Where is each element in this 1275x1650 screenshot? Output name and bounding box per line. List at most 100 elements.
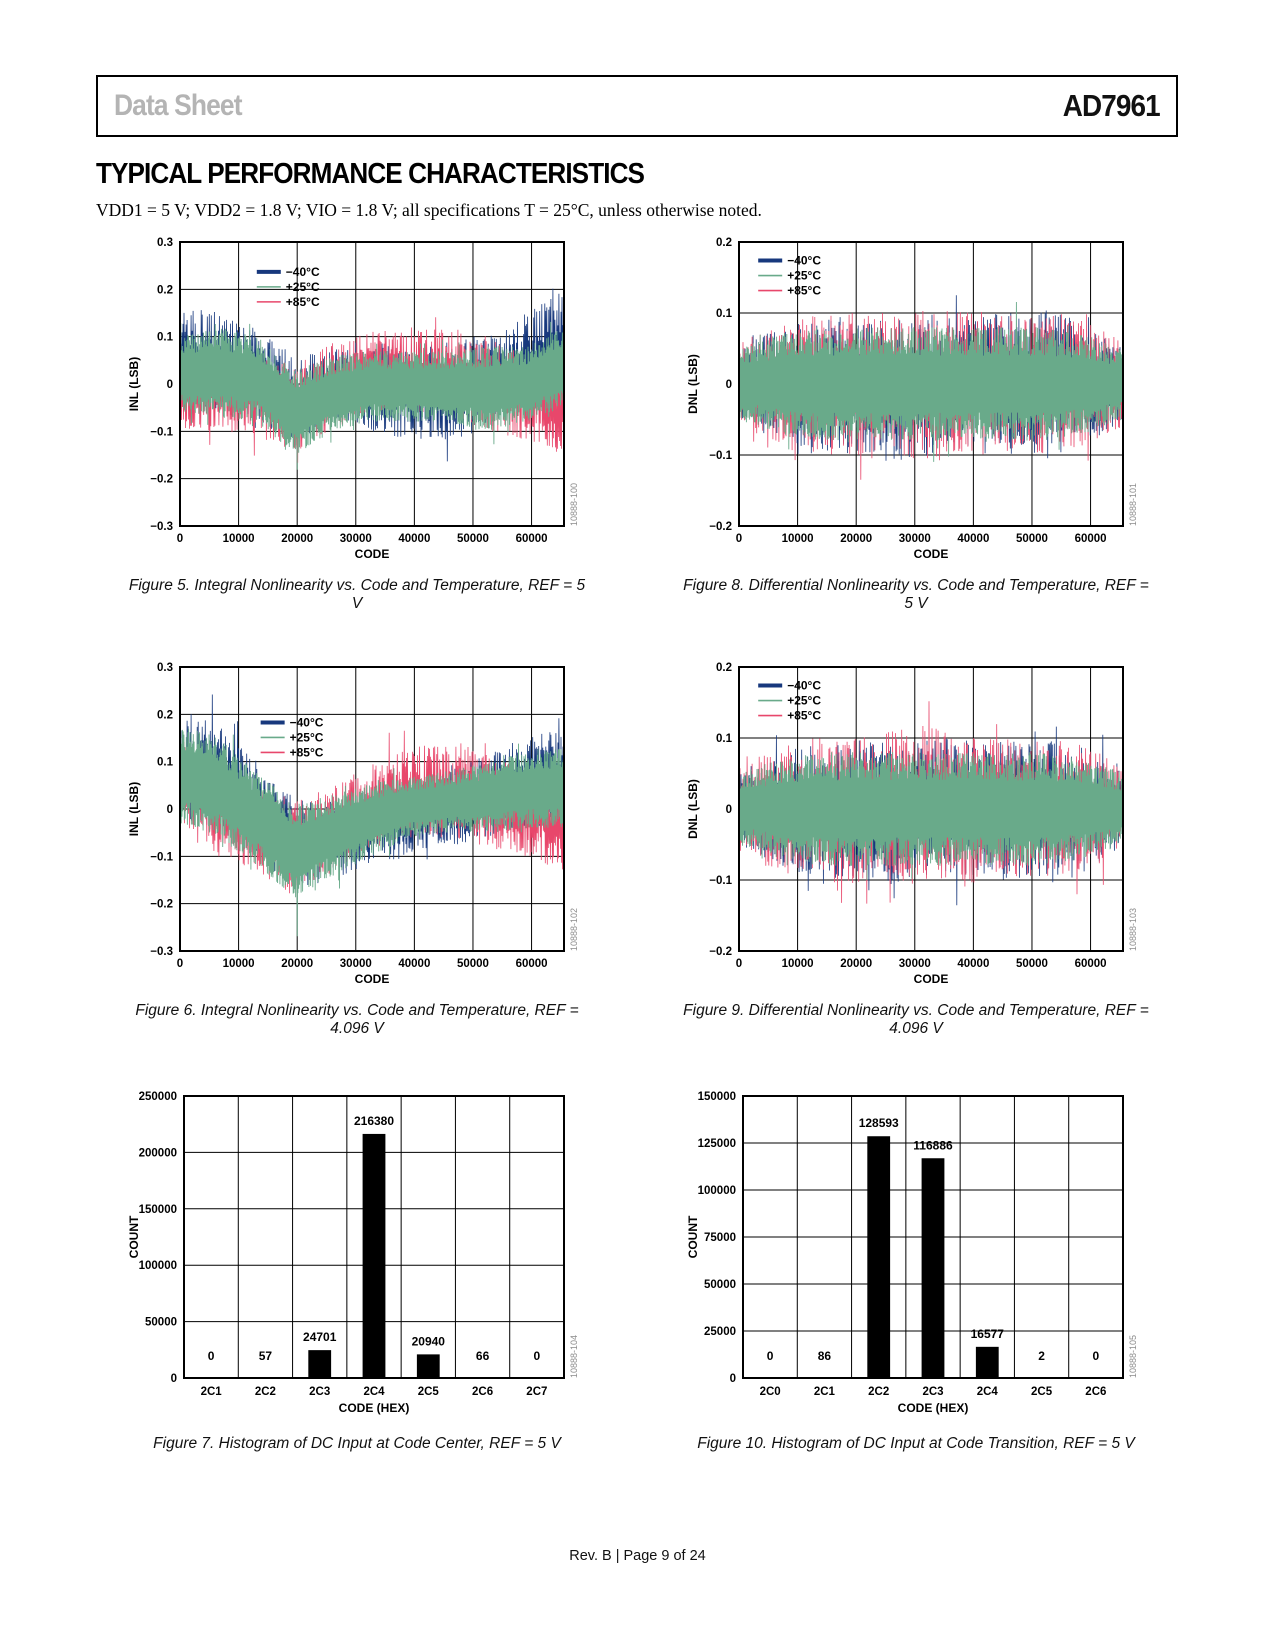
series-group — [738, 701, 1124, 906]
svg-text:50000: 50000 — [1016, 533, 1048, 545]
plot-border — [179, 241, 565, 527]
svg-text:2C4: 2C4 — [363, 1386, 385, 1398]
bar-value-label: 0 — [1093, 1349, 1100, 1363]
bar-value-label: 216380 — [354, 1114, 394, 1128]
svg-text:0: 0 — [167, 379, 173, 391]
bar-2C2 — [867, 1136, 891, 1378]
x-axis-label: CODE (HEX) — [339, 1401, 410, 1415]
svg-text:−0.2: −0.2 — [709, 946, 732, 958]
inl-5v-plot: 0 10000 20000 30000 40000 50000 60000 −0.3 −0.2 −… — [122, 232, 637, 569]
svg-text:2C1: 2C1 — [814, 1386, 836, 1398]
svg-text:150000: 150000 — [139, 1204, 177, 1216]
series-+25°C — [179, 728, 565, 937]
bars-group: 0 86 128593 116886 16577 2 0 — [767, 1116, 1100, 1378]
svg-text:0.1: 0.1 — [157, 757, 174, 769]
svg-text:−0.2: −0.2 — [150, 899, 173, 911]
svg-text:40000: 40000 — [398, 533, 430, 545]
plot-border — [179, 666, 565, 952]
svg-text:0: 0 — [736, 533, 742, 545]
svg-text:0: 0 — [730, 1373, 736, 1385]
bar-value-label: 2 — [1038, 1349, 1045, 1363]
series-group — [738, 295, 1124, 480]
svg-text:0.3: 0.3 — [157, 237, 173, 249]
page-footer: Rev. B | Page 9 of 24 — [569, 1548, 706, 1564]
svg-text:0: 0 — [167, 804, 173, 816]
svg-text:50000: 50000 — [1016, 958, 1048, 970]
figure-watermark-number: 10888-103 — [1128, 908, 1138, 951]
series-group — [179, 288, 565, 470]
svg-text:20000: 20000 — [281, 958, 313, 970]
svg-text:−0.3: −0.3 — [150, 946, 173, 958]
bar-2C4 — [362, 1133, 386, 1378]
inl-5v-chart: 0 10000 20000 30000 40000 50000 60000 −0.3 −0.2 −… — [122, 232, 637, 613]
legend-label: −40°C — [787, 679, 821, 693]
inl-4v096-chart: 0 10000 20000 30000 40000 50000 60000 −0.3 −0.2 −… — [122, 657, 637, 1038]
figure-watermark-number: 10888-100 — [569, 483, 579, 526]
svg-text:250000: 250000 — [139, 1091, 177, 1103]
legend-label: +25°C — [290, 730, 324, 744]
legend: −40°C+25°C+85°C — [758, 679, 821, 723]
svg-text:75000: 75000 — [704, 1232, 736, 1244]
histogram-code-transition-chart: 0 86 128593 116886 16577 2 0 2C0 2C1 2C2 2C3 2C4 2C5… — [681, 1082, 1178, 1453]
svg-text:2C5: 2C5 — [418, 1386, 440, 1398]
svg-text:0: 0 — [736, 958, 742, 970]
axis-ticks: 2C1 2C2 2C3 2C4 2C5 2C6 2C7 0 50000 100000 150000 2… — [139, 1091, 548, 1398]
bar-value-label: 66 — [476, 1349, 490, 1363]
svg-text:10000: 10000 — [223, 533, 255, 545]
svg-text:2C6: 2C6 — [472, 1386, 493, 1398]
histogram-code-transition-plot: 0 86 128593 116886 16577 2 0 2C0 2C1 2C2 2C3 2C4 2C5… — [681, 1082, 1178, 1427]
bar-value-label: 0 — [208, 1349, 215, 1363]
svg-text:30000: 30000 — [340, 958, 372, 970]
bar-value-label: 0 — [534, 1349, 541, 1363]
legend-label: −40°C — [286, 265, 320, 279]
y-axis-label: DNL (LSB) — [686, 354, 700, 414]
svg-text:0.1: 0.1 — [157, 332, 174, 344]
svg-text:0.2: 0.2 — [157, 284, 173, 296]
svg-text:0.1: 0.1 — [716, 733, 733, 745]
svg-text:30000: 30000 — [899, 533, 931, 545]
svg-text:2C6: 2C6 — [1085, 1386, 1106, 1398]
svg-text:20000: 20000 — [840, 533, 872, 545]
bar-value-label: 116886 — [913, 1138, 953, 1152]
legend: −40°C+25°C+85°C — [260, 715, 324, 759]
legend-label: +85°C — [787, 709, 821, 723]
legend-label: −40°C — [290, 715, 324, 729]
svg-text:60000: 60000 — [1075, 533, 1107, 545]
dnl-5v-caption: Figure 8. Differential Nonlinearity vs. … — [683, 577, 1149, 612]
svg-text:200000: 200000 — [139, 1147, 177, 1159]
x-axis-label: CODE — [355, 972, 390, 986]
dnl-4v096-plot: 0 10000 20000 30000 40000 50000 60000 −0.2 −0.1 0… — [681, 657, 1178, 994]
histogram-code-center-chart: 0 57 24701 216380 20940 66 0 2C1 2C2 2C3 2C4 2C5 2C6… — [122, 1082, 637, 1453]
page-title: TYPICAL PERFORMANCE CHARACTERISTICS — [96, 158, 645, 190]
plot-border — [738, 666, 1124, 952]
conditions-note: VDD1 = 5 V; VDD2 = 1.8 V; VIO = 1.8 V; a… — [96, 200, 762, 220]
svg-text:60000: 60000 — [1075, 958, 1107, 970]
inl-4v096-plot: 0 10000 20000 30000 40000 50000 60000 −0.3 −0.2 −… — [122, 657, 637, 994]
bar-value-label: 86 — [818, 1349, 832, 1363]
y-axis-label: COUNT — [686, 1215, 700, 1258]
series-+25°C — [738, 752, 1124, 881]
histogram-code-center-plot: 0 57 24701 216380 20940 66 0 2C1 2C2 2C3 2C4 2C5 2C6… — [122, 1082, 637, 1427]
svg-text:2C3: 2C3 — [309, 1386, 330, 1398]
bar-value-label: 16577 — [971, 1327, 1005, 1341]
plot-border — [742, 1095, 1124, 1379]
inl-5v-caption: Figure 5. Integral Nonlinearity vs. Code… — [128, 577, 586, 612]
svg-text:2C2: 2C2 — [255, 1386, 276, 1398]
svg-text:60000: 60000 — [516, 958, 548, 970]
svg-text:50000: 50000 — [704, 1279, 736, 1291]
svg-text:0.3: 0.3 — [157, 662, 173, 674]
legend-label: +25°C — [787, 269, 821, 283]
svg-text:0: 0 — [726, 379, 732, 391]
header-doc-type: Data Sheet — [114, 89, 243, 122]
charts-grid: 0 10000 20000 30000 40000 50000 60000 −0.3 −0.2−… — [96, 232, 1179, 1453]
figure-watermark-number: 10888-105 — [1128, 1335, 1138, 1378]
bar-value-label: 20940 — [412, 1334, 446, 1348]
svg-text:−0.3: −0.3 — [150, 521, 173, 533]
svg-text:125000: 125000 — [698, 1138, 736, 1150]
svg-text:2C0: 2C0 — [760, 1386, 781, 1398]
svg-text:0: 0 — [171, 1373, 177, 1385]
series-+25°C — [738, 301, 1124, 462]
histogram-code-transition-caption: Figure 10. Histogram of DC Input at Code… — [697, 1435, 1135, 1452]
svg-text:50000: 50000 — [457, 958, 489, 970]
